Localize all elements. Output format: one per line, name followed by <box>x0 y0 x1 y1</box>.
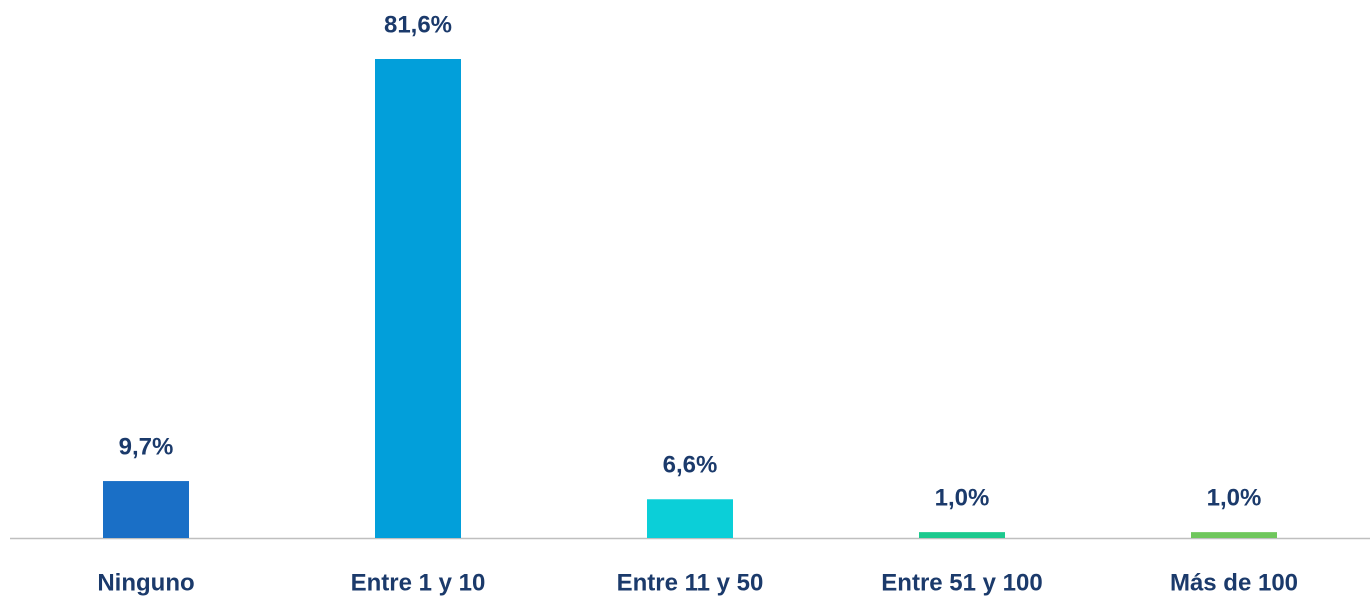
bar <box>647 499 733 538</box>
bar <box>1191 532 1277 538</box>
value-label: 81,6% <box>384 11 452 38</box>
bar <box>919 532 1005 538</box>
value-label: 1,0% <box>935 484 990 511</box>
x-tick-label: Ninguno <box>97 569 194 596</box>
x-tick-label: Entre 51 y 100 <box>881 569 1042 596</box>
value-label: 9,7% <box>119 433 174 460</box>
x-tick-label: Entre 11 y 50 <box>617 569 764 596</box>
value-label: 1,0% <box>1207 484 1262 511</box>
x-tick-label: Entre 1 y 10 <box>351 569 486 596</box>
value-label: 6,6% <box>663 452 718 479</box>
bar <box>103 481 189 538</box>
bar <box>375 59 461 538</box>
x-tick-label: Más de 100 <box>1170 569 1298 596</box>
